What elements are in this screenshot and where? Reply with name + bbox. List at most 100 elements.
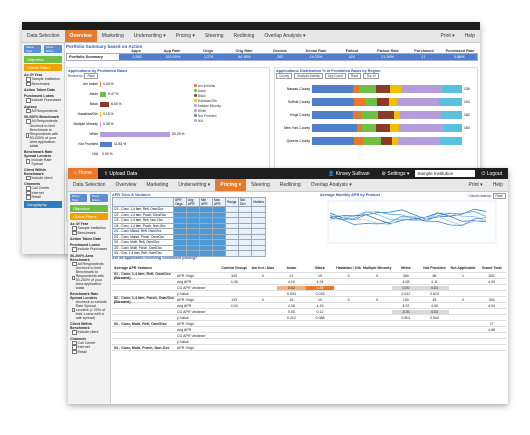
filter-option[interactable]: Include client [26,175,62,180]
nav-tab-2[interactable]: Marketing [101,33,124,39]
nav-tab-4[interactable]: Pricing ▾ [215,179,247,191]
nav-tab-7[interactable]: Overlap Analysis ▾ [310,182,352,188]
filter-option[interactable]: Internet [72,345,108,350]
filter-option[interactable]: Sample Institution [72,226,108,231]
settings-menu[interactable]: ⚙ Settings ▾ [381,170,410,177]
nav-right-0[interactable]: Print ▾ [440,33,455,39]
checkbox[interactable] [26,77,31,82]
checkbox[interactable] [26,98,31,103]
nav-tab-4[interactable]: Pricing ▾ [175,33,195,39]
filter-option[interactable]: Retail [26,195,62,200]
checkbox[interactable] [26,108,31,113]
checkbox[interactable] [72,247,77,252]
apr-row[interactable]: 3/2 - Conv, Multi, Purch, Own/Occ [112,244,266,251]
checkbox[interactable] [72,307,75,313]
county-seg [399,110,441,119]
bt-cell: 4.09 [488,279,496,284]
bt-metric: p Value [176,315,189,320]
filter-option[interactable]: Call Center [72,340,108,345]
nav-tab-0[interactable]: Data Selection [73,182,106,188]
county-seg [312,97,355,106]
nav-tab-0[interactable]: Data Selection [27,33,60,39]
nav-right-1[interactable]: Help [492,182,503,188]
nav-tab-5[interactable]: Steering [204,33,224,39]
column-data-select[interactable]: Race [492,193,506,199]
filter-option[interactable]: Benchmark [26,81,62,86]
nav-tab-1[interactable]: Overview [64,30,97,42]
nav-tab-6[interactable]: Redlining [233,33,255,39]
checkbox[interactable] [72,275,75,281]
home-button[interactable]: ⌂ Home [68,168,98,179]
show-filters-button[interactable]: Show Filters [89,194,108,202]
race-select[interactable]: Race [347,73,362,79]
global-filters-bar[interactable]: Global Filters [24,64,62,71]
filter-option[interactable]: All Respondents [26,108,62,113]
filter-option[interactable]: Include Purchased [26,98,62,103]
checkbox[interactable] [26,159,31,164]
filter-option[interactable]: Call Center [26,186,62,191]
nav-tab-7[interactable]: Overlap Analysis ▾ [264,33,306,39]
county-bar [312,97,462,106]
filter-option[interactable]: Retail [72,349,108,354]
apr-row[interactable]: 4/1 - Gov, 1-4 fam, Refi, Own/Occ [112,250,266,257]
filter-option[interactable]: Include client [72,330,108,335]
bt-row: 01 - Conv, 1-4 fam, Refi, Own/Occ (Blend… [112,272,506,280]
checkbox[interactable] [26,119,31,124]
checkbox[interactable] [72,261,77,266]
filter-option[interactable]: Include Purchased [72,247,108,252]
nav-tab-3[interactable]: Underwriting ▾ [133,33,166,39]
checkbox[interactable] [72,345,77,350]
logout-button[interactable]: ⏻ Logout [481,170,502,177]
checkbox[interactable] [72,226,77,231]
show-tags-button[interactable]: Show Tags [70,194,87,202]
apr-row[interactable]: 2/1 - Conv, Manuf, Refi, Own/Occ [112,228,266,235]
checkbox[interactable] [72,330,77,335]
show-tags-button[interactable]: Show Tags [24,45,41,53]
nav-tab-6[interactable]: Redlining [279,182,301,188]
county-seg [354,97,365,106]
user-menu[interactable]: 👤 Kinsey Sullivan [327,170,370,177]
checkbox[interactable] [26,133,29,138]
checkbox[interactable] [26,195,31,200]
objective-bar[interactable]: Objective [70,205,108,212]
checkbox[interactable] [26,190,31,195]
filter-option[interactable]: Uncheck to limit Benchmark to Respondent… [72,266,108,290]
race-label: Am Indian [82,82,98,86]
objective-bar[interactable]: Objective [24,56,62,63]
nav-tab-2[interactable]: Marketing [146,182,169,188]
checkbox[interactable] [72,230,77,235]
show-filters-button[interactable]: Show Filters [43,45,62,53]
filter-option[interactable]: Uncheck to limit Benchmark to Respondent… [26,124,62,148]
checkbox[interactable] [26,186,31,191]
geography-bar[interactable]: Geography [24,200,62,208]
filter-option[interactable]: Uncheck to exclude Rate Spread Lenders (… [72,300,108,320]
summary-cell: 14.23% [298,54,334,60]
activity-select[interactable]: Analysis Activity [294,73,323,79]
filter-option[interactable]: All Respondents [26,119,62,124]
county-bar [312,84,462,93]
groupby-select[interactable]: App Count [324,73,346,79]
upload-data-button[interactable]: ⇪ Upload Data [103,170,138,177]
geography-select[interactable]: County [276,73,293,79]
nav-tab-5[interactable]: Steering [251,182,270,188]
bt-cell: 0 [261,297,264,302]
filter-option[interactable]: Benchmark [72,230,108,235]
nav-right-1[interactable]: Help [464,33,475,39]
filter-option[interactable]: Include Rate Spread [26,158,62,166]
filter-option[interactable]: Internet [26,190,62,195]
nav-right-0[interactable]: Print ▾ [468,182,483,188]
nav-tab-3[interactable]: Underwriting ▾ [178,182,211,188]
filter-option[interactable]: All Respondents [72,261,108,266]
summary-col-header: App Rate [163,49,181,53]
checkbox[interactable] [26,81,31,86]
checkbox[interactable] [26,175,31,180]
institution-select[interactable]: Sample Institution [415,170,476,177]
bt-row: 03 - Conv, Multi, Refi, Own/Occ APR Origs… [112,321,506,327]
checkbox[interactable] [72,349,77,354]
top-select[interactable]: Top 10 [363,73,379,79]
global-filters-bar[interactable]: Global Filters [70,213,108,220]
review-by-select[interactable]: Race [84,73,98,79]
filter-option[interactable]: Sample Institution [26,77,62,82]
checkbox[interactable] [72,340,77,345]
nav-tab-1[interactable]: Overview [115,182,137,188]
